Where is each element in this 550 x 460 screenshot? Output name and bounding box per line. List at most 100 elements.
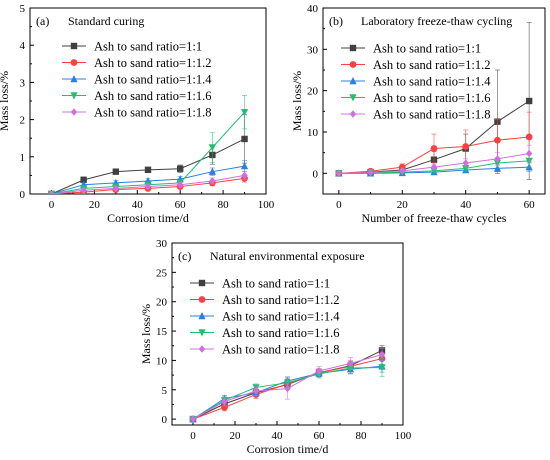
x-tick-label: 0: [190, 430, 196, 442]
data-point: [494, 136, 501, 144]
y-tick-label: 0: [313, 168, 319, 180]
plot-frame: [171, 242, 404, 426]
legend-marker: [70, 92, 78, 100]
panel-label: (a): [36, 14, 49, 28]
data-point: [209, 177, 216, 185]
y-tick-label: 0: [20, 189, 26, 201]
y-tick-label: 20: [156, 297, 168, 309]
x-tick-label: 100: [258, 199, 275, 211]
x-tick-label: 40: [132, 199, 144, 211]
series-5: [48, 171, 248, 194]
data-point: [335, 169, 343, 178]
data-point: [525, 133, 533, 141]
legend-marker: [70, 42, 78, 50]
plot-area: [189, 345, 386, 424]
legend-marker: [198, 329, 206, 337]
y-axis-label: Mass loss/%: [290, 71, 304, 131]
panel-title: Standard curing: [68, 14, 144, 28]
y-axis-label: Mass loss/%: [0, 71, 11, 131]
legend-label: Ash to sand ratio=1:1: [373, 42, 481, 56]
series-5: [335, 144, 533, 178]
x-axis-label: Corrosion time/d: [107, 211, 189, 225]
data-point: [240, 162, 249, 170]
y-tick-label: 20: [307, 86, 319, 98]
data-point: [80, 176, 87, 184]
legend-label: Ash to sand ratio=1:1.6: [94, 89, 211, 103]
legend-marker: [349, 110, 357, 118]
y-tick-label: 30: [156, 238, 168, 250]
x-tick-label: 80: [218, 199, 230, 211]
data-point: [462, 143, 470, 150]
panel-title: Laboratory freeze-thaw cycling: [361, 14, 512, 28]
y-tick-label: 10: [307, 127, 319, 139]
data-point: [176, 165, 184, 172]
x-tick-label: 20: [230, 430, 242, 442]
y-tick-label: 1: [20, 152, 26, 164]
data-point: [525, 149, 533, 158]
panel-label: (c): [178, 249, 191, 263]
y-axis-label: Mass loss/%: [139, 304, 153, 364]
legend-marker: [198, 296, 206, 303]
x-axis-label: Number of freeze-thaw cycles: [362, 211, 507, 225]
data-point: [525, 97, 533, 105]
y-tick-label: 40: [307, 3, 319, 15]
data-point: [241, 171, 248, 180]
data-point: [378, 364, 386, 372]
x-tick-label: 60: [524, 199, 536, 211]
data-point: [176, 180, 184, 189]
legend-label: Ash to sand ratio=1:1.2: [373, 58, 490, 72]
data-point: [430, 145, 438, 152]
x-tick-label: 60: [314, 430, 326, 442]
data-point: [240, 108, 249, 117]
series-5: [189, 348, 386, 423]
data-point: [208, 167, 216, 175]
plot-area: [335, 22, 533, 180]
legend-label: Ash to sand ratio=1:1.8: [373, 108, 490, 122]
legend: Ash to sand ratio=1:1 Ash to sand ratio=1…: [341, 42, 491, 122]
legend-label: Ash to sand ratio=1:1: [94, 40, 202, 54]
legend-label: Ash to sand ratio=1:1.4: [94, 73, 212, 87]
legend: Ash to sand ratio=1:1 Ash to sand ratio=1…: [190, 277, 340, 357]
y-tick-label: 4: [20, 40, 26, 52]
data-point: [189, 415, 197, 423]
x-tick-label: 20: [397, 199, 409, 211]
legend-marker: [198, 312, 206, 320]
legend: Ash to sand ratio=1:1 Ash to sand ratio=1…: [62, 40, 212, 120]
x-tick-label: 0: [49, 199, 55, 211]
data-point: [221, 397, 228, 406]
data-point: [112, 184, 120, 193]
y-tick-label: 5: [162, 385, 168, 397]
y-tick-label: 15: [156, 326, 168, 338]
legend-label: Ash to sand ratio=1:1.6: [373, 91, 490, 105]
legend-marker: [349, 77, 357, 85]
x-axis-label: Corrosion time/d: [247, 442, 329, 455]
x-tick-label: 40: [272, 430, 284, 442]
legend-label: Ash to sand ratio=1:1: [222, 277, 330, 291]
y-tick-label: 25: [156, 267, 168, 279]
legend-label: Ash to sand ratio=1:1.2: [222, 293, 339, 307]
legend-marker: [70, 75, 78, 83]
x-tick-label: 60: [175, 199, 187, 211]
x-tick-label: 40: [460, 199, 472, 211]
data-point: [494, 155, 501, 163]
y-tick-label: 30: [307, 44, 319, 56]
x-tick-label: 20: [89, 199, 101, 211]
legend-marker: [198, 345, 206, 353]
data-point: [378, 350, 386, 359]
legend-marker: [198, 279, 206, 287]
data-point: [399, 167, 406, 175]
y-tick-label: 0: [162, 414, 168, 426]
legend-marker: [349, 94, 357, 102]
data-point: [462, 159, 469, 167]
plot-area: [47, 95, 249, 194]
data-point: [430, 163, 438, 171]
data-point: [252, 387, 260, 395]
legend-marker: [70, 59, 78, 66]
legend-marker: [349, 61, 357, 68]
data-point: [241, 135, 248, 143]
legend-label: Ash to sand ratio=1:1.6: [222, 326, 339, 340]
legend-label: Ash to sand ratio=1:1.4: [373, 75, 491, 89]
data-point: [208, 144, 216, 152]
